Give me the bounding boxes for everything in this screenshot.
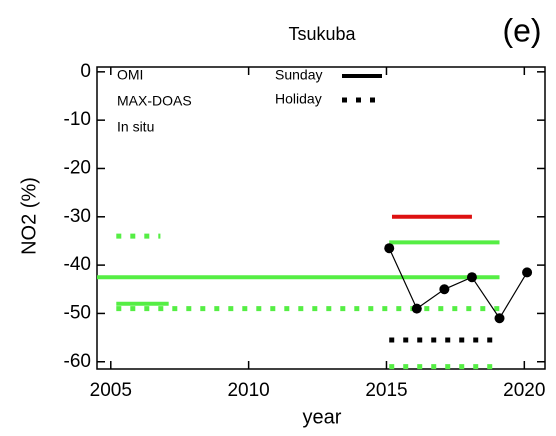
x-tick-label: 2010: [227, 380, 269, 401]
y-tick-label: -10: [64, 109, 91, 130]
chart-title: Tsukuba: [288, 24, 356, 44]
legend-label: OMI: [117, 67, 143, 83]
data-point: [466, 272, 477, 283]
data-point: [384, 243, 395, 254]
legend-label: Sunday: [275, 67, 322, 83]
plot-frame: [96, 66, 546, 370]
legend-label: MAX-DOAS: [117, 93, 192, 109]
y-axis-label: NO2 (%): [18, 177, 40, 255]
y-tick-label: -20: [64, 157, 91, 178]
data-point: [439, 284, 450, 295]
data-point: [494, 313, 505, 324]
y-tick-label: -60: [64, 351, 91, 372]
y-tick-label: -50: [64, 302, 91, 323]
data-point: [522, 267, 533, 278]
x-axis-label: year: [303, 406, 342, 428]
x-tick-label: 2005: [90, 380, 132, 401]
x-tick-label: 2020: [503, 380, 545, 401]
legend-label: Holiday: [275, 91, 322, 107]
y-tick-label: 0: [80, 61, 91, 82]
legend-label: In situ: [117, 119, 154, 135]
panel-label: (e): [502, 12, 541, 48]
data-point: [411, 303, 422, 314]
y-tick-label: -40: [64, 254, 91, 275]
series-line: [388, 247, 528, 320]
y-tick-label: -30: [64, 206, 91, 227]
x-tick-label: 2015: [365, 380, 407, 401]
